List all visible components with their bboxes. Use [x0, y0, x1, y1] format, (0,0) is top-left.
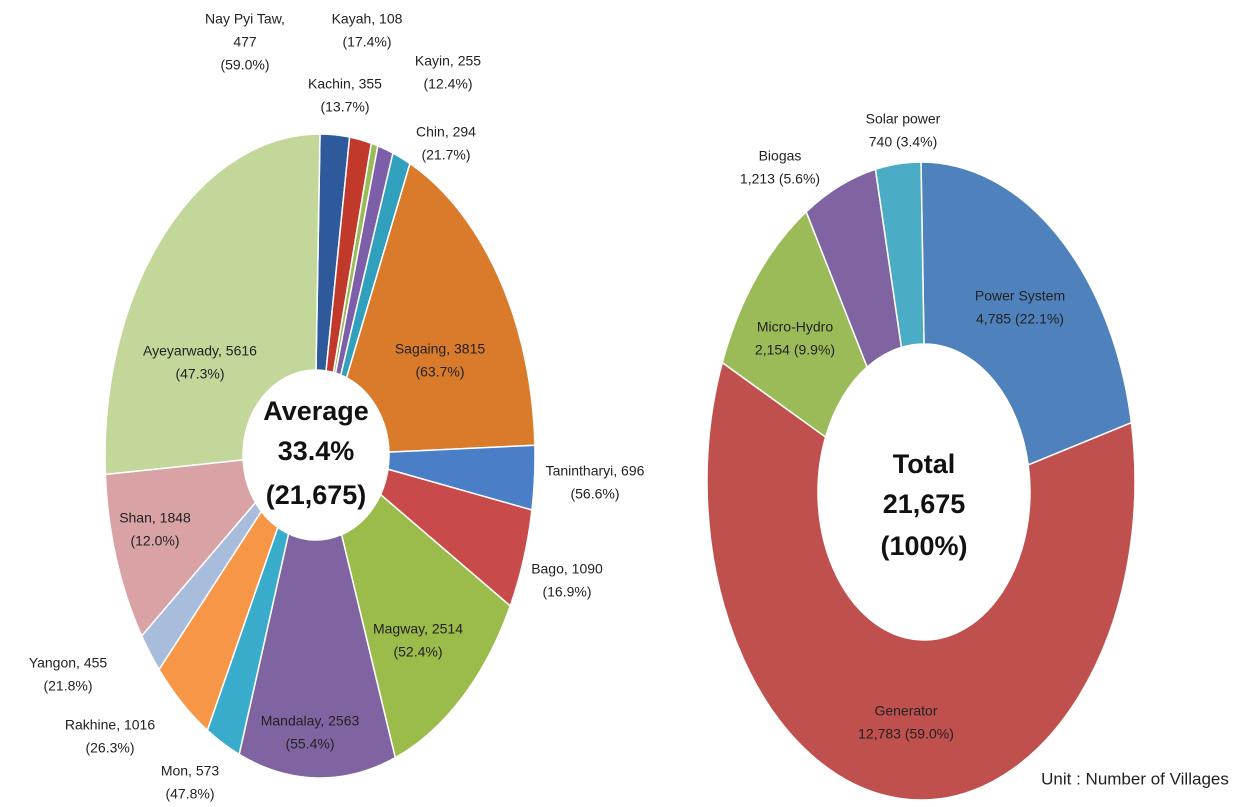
data-label: Shan, 1848 [119, 510, 191, 526]
data-label: (16.9%) [542, 584, 591, 600]
data-label: (13.7%) [320, 99, 369, 115]
data-label: 2,154 (9.9%) [755, 342, 835, 358]
data-label: Sagaing, 3815 [395, 341, 486, 357]
data-label: (12.4%) [423, 76, 472, 92]
slice [238, 532, 397, 779]
data-label: 477 [233, 34, 257, 50]
slice [874, 161, 925, 349]
data-label: (63.7%) [415, 364, 464, 380]
data-label: Kayin, 255 [415, 53, 481, 69]
data-label: Generator [874, 703, 937, 719]
data-label: (52.4%) [393, 644, 442, 660]
data-label: 12,783 (59.0%) [858, 726, 954, 742]
data-label: Rakhine, 1016 [65, 717, 156, 733]
slice [345, 162, 536, 453]
data-label: (26.3%) [85, 740, 134, 756]
center-text: 21,675 [883, 489, 966, 519]
data-label: 1,213 (5.6%) [740, 171, 820, 187]
center-text: Average [263, 396, 369, 426]
data-label: 4,785 (22.1%) [976, 311, 1064, 327]
data-label: Ayeyarwady, 5616 [143, 343, 257, 359]
data-label: (21.8%) [43, 678, 92, 694]
data-label: Kachin, 355 [308, 76, 382, 92]
data-label: 740 (3.4%) [869, 134, 937, 150]
center-text: (21,675) [266, 480, 367, 510]
data-label: Power System [975, 288, 1065, 304]
center-text: Total [893, 449, 956, 479]
data-label: Chin, 294 [416, 124, 476, 140]
data-label: Tanintharyi, 696 [546, 463, 645, 479]
data-label: Micro-Hydro [757, 319, 833, 335]
slice [340, 493, 512, 759]
slice [706, 361, 1136, 801]
data-label: Yangon, 455 [29, 655, 108, 671]
data-label: (47.8%) [165, 786, 214, 802]
data-label: (21.7%) [421, 147, 470, 163]
slice [104, 133, 321, 476]
data-label: Biogas [759, 148, 802, 164]
slice [920, 161, 1133, 467]
data-label: (17.4%) [342, 34, 391, 50]
data-label: Magway, 2514 [373, 621, 463, 637]
data-label: (12.0%) [130, 533, 179, 549]
data-label: (47.3%) [175, 366, 224, 382]
center-text: (100%) [880, 531, 967, 561]
slice [104, 459, 257, 638]
data-label: Mandalay, 2563 [261, 713, 360, 729]
data-label: (55.4%) [285, 736, 334, 752]
data-label: Mon, 573 [161, 763, 220, 779]
data-label: (56.6%) [570, 486, 619, 502]
annotation: Unit : Number of Villages [1041, 769, 1229, 788]
data-label: Solar power [866, 111, 941, 127]
center-text: 33.4% [278, 436, 355, 466]
data-label: Kayah, 108 [332, 11, 403, 27]
data-label: Bago, 1090 [531, 561, 603, 577]
data-label: (59.0%) [220, 57, 269, 73]
data-label: Nay Pyi Taw, [205, 11, 285, 27]
